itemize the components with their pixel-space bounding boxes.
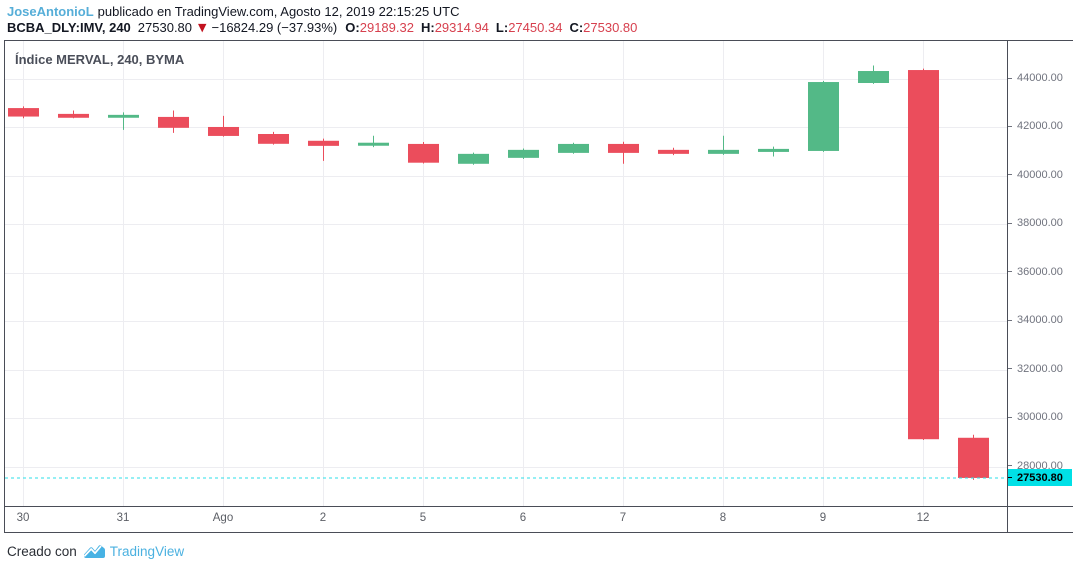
y-axis-tick-mark [1008, 416, 1012, 418]
candle-body [158, 116, 189, 128]
y-axis-tick-text: 40000.00 [1017, 168, 1063, 181]
symbol-name: BCBA_DLY:IMV, 240 [7, 20, 131, 35]
ohlc-close-value: 27530.80 [583, 20, 638, 35]
ohlc-open-value: 29189.32 [359, 20, 414, 35]
time-axis[interactable]: 30 31 Ago 2 5 6 7 8 9 12 [5, 507, 1007, 532]
x-axis-tick-label: 31 [116, 512, 130, 524]
y-axis-tick-label: 36000.00 [1008, 266, 1063, 278]
y-axis-tick-mark [1008, 368, 1012, 370]
y-axis-tick-label: 38000.00 [1008, 217, 1063, 229]
attribution-bar: Creado con TradingView [7, 540, 184, 562]
chart-container: Índice MERVAL, 240, BYMA 30 31 Ago 2 5 6 7 8 9 12… [4, 40, 1073, 533]
candle-body [758, 148, 789, 152]
plot-area[interactable]: Índice MERVAL, 240, BYMA [5, 41, 1007, 506]
y-axis-tick-text: 36000.00 [1017, 265, 1063, 278]
y-axis-tick-label: 44000.00 [1008, 72, 1063, 84]
last-price-label-text: 27530.80 [1017, 471, 1063, 484]
y-axis-tick-mark [1008, 319, 1012, 321]
x-axis-tick-label: 6 [519, 512, 527, 524]
ohlc-open: O:29189.32 [345, 20, 414, 35]
x-axis-tick-label: Ago [212, 512, 234, 524]
y-axis-tick-mark [1008, 174, 1012, 176]
last-price-tick-mark [1008, 477, 1012, 479]
y-axis-tick-label: 34000.00 [1008, 314, 1063, 326]
tradingview-link[interactable]: TradingView [109, 543, 185, 559]
y-axis-tick-label: 32000.00 [1008, 363, 1063, 375]
y-axis-tick-text: 44000.00 [1017, 72, 1063, 84]
y-axis-tick-mark [1008, 271, 1012, 273]
x-axis-tick-label: 30 [16, 512, 30, 524]
y-axis-tick-label: 30000.00 [1008, 411, 1063, 423]
y-axis-tick-label: 40000.00 [1008, 169, 1063, 181]
time-axis-separator [5, 506, 1073, 507]
y-axis-tick-mark [1008, 465, 1012, 467]
candle-body [108, 114, 139, 118]
y-axis-tick-label: 28000.00 [1008, 460, 1063, 472]
candle-body [308, 140, 339, 146]
symbol-info-bar: BCBA_DLY:IMV, 240 27530.80 ▼ −16824.29 (… [7, 20, 644, 35]
ohlc-high-label: H: [420, 20, 435, 35]
y-axis-tick-mark [1008, 222, 1012, 224]
candle-body [958, 437, 989, 478]
y-axis-tick-text: 34000.00 [1017, 314, 1063, 327]
candle-body [58, 113, 89, 118]
price-change: −16824.29 (−37.93%) [211, 20, 338, 35]
x-axis-tick-label: 5 [419, 512, 427, 524]
created-with-label: Creado con [7, 543, 77, 559]
tradingview-logo-icon[interactable] [83, 544, 106, 559]
x-axis-tick-label: 8 [719, 512, 727, 524]
x-axis-tick-label: 7 [619, 512, 627, 524]
ohlc-open-label: O: [345, 20, 360, 35]
y-axis-tick-mark [1008, 125, 1012, 127]
candle-body [358, 142, 389, 146]
last-price-label: 27530.80 [1008, 469, 1072, 487]
x-axis-tick-label: 12 [916, 512, 930, 524]
y-axis-tick-label: 42000.00 [1008, 120, 1063, 132]
y-axis-tick-text: 28000.00 [1017, 459, 1063, 472]
candle-body [858, 71, 889, 84]
candle-body [558, 143, 589, 153]
x-axis-tick-label: 9 [819, 512, 827, 524]
y-axis-tick-text: 32000.00 [1017, 362, 1063, 375]
ohlc-close: C:27530.80 [569, 20, 637, 35]
ohlc-high-value: 29314.94 [434, 20, 489, 35]
y-axis-tick-text: 42000.00 [1017, 120, 1063, 133]
candle-body [808, 82, 839, 151]
y-axis-tick-text: 30000.00 [1017, 411, 1063, 424]
ohlc-close-label: C: [569, 20, 584, 35]
ohlc-low-value: 27450.34 [508, 20, 563, 35]
candle-body [658, 149, 689, 154]
y-axis-tick-mark [1008, 77, 1012, 79]
y-axis-tick-text: 38000.00 [1017, 217, 1063, 230]
ohlc-low-label: L: [495, 20, 509, 35]
publish-text: publicado en TradingView.com, Agosto 12,… [97, 4, 460, 19]
candle-body [708, 149, 739, 154]
candlestick-chart-canvas[interactable] [5, 41, 1007, 506]
candle-body [908, 70, 939, 440]
candle-body [458, 153, 489, 164]
chart-title: Índice MERVAL, 240, BYMA [15, 52, 185, 67]
candle-body [508, 149, 539, 158]
ohlc-high: H:29314.94 [421, 20, 489, 35]
candle-body [8, 108, 39, 117]
down-triangle-icon: ▼ [198, 21, 207, 34]
price-axis[interactable]: 44000.00 42000.00 40000.00 38000.00 36000.00… [1008, 41, 1073, 532]
ohlc-low: L:27450.34 [496, 20, 563, 35]
publish-info-bar: JoseAntonioL publicado en TradingView.com… [7, 4, 460, 19]
candle-body [258, 133, 289, 144]
username-link[interactable]: JoseAntonioL [7, 4, 94, 19]
symbol-last-price: 27530.80 [137, 20, 193, 35]
candle-body [208, 126, 239, 136]
candle-body [608, 143, 639, 153]
x-axis-tick-label: 2 [319, 512, 327, 524]
price-axis-separator [1007, 41, 1008, 532]
candle-body [408, 143, 439, 163]
